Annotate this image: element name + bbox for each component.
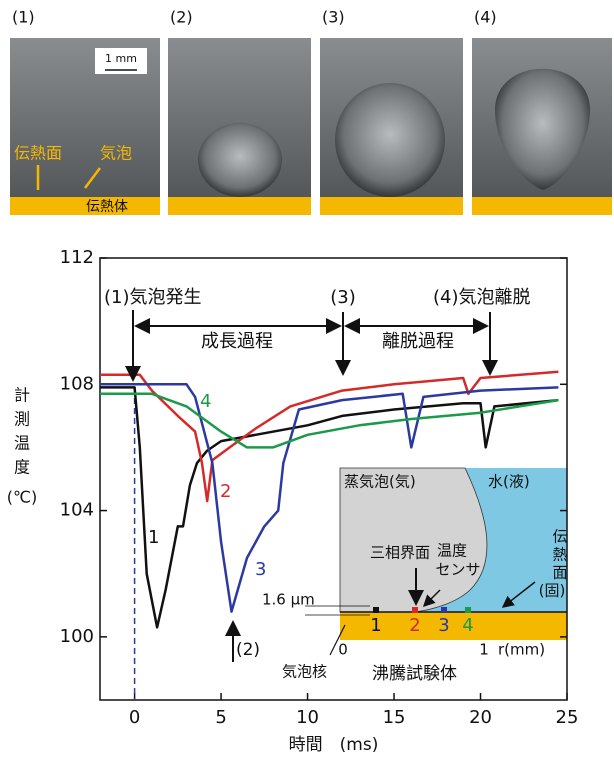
x-tick-label: 25 bbox=[556, 707, 579, 728]
page: {"photos": {"labels": ["(1)", "(2)", "(3… bbox=[0, 0, 614, 760]
sensor bbox=[373, 607, 379, 613]
inset-label: 1 bbox=[479, 641, 489, 659]
y-tick-label: 100 bbox=[60, 626, 94, 647]
photo-panels bbox=[10, 38, 612, 215]
series-label: 3 bbox=[255, 559, 266, 580]
inset-label: 伝 bbox=[552, 528, 567, 546]
inset-label: 三相界面 bbox=[370, 544, 430, 562]
x-tick-label: 20 bbox=[469, 707, 492, 728]
sensor-label: 3 bbox=[438, 615, 449, 636]
inset-label: 気泡核 bbox=[282, 663, 327, 681]
x-tick-label: 15 bbox=[383, 707, 406, 728]
scale-label: 1 mm bbox=[105, 52, 137, 65]
inset-label: 沸騰試験体 bbox=[372, 664, 457, 684]
y-axis-label: 温 bbox=[14, 434, 30, 453]
heat-body bbox=[10, 197, 160, 215]
photo-label: (1) bbox=[12, 8, 35, 27]
inset-label: 面 bbox=[552, 564, 567, 582]
x-tick-label: 5 bbox=[215, 707, 226, 728]
annotation: (1)気泡発生 bbox=[104, 287, 202, 308]
sensor-label: 2 bbox=[409, 615, 420, 636]
annotation: 成長過程 bbox=[201, 331, 273, 352]
photo-annotation: 気泡 bbox=[100, 144, 132, 163]
y-tick-label: 108 bbox=[60, 373, 94, 394]
photo-label: (2) bbox=[170, 8, 193, 27]
heat-body bbox=[168, 197, 311, 215]
inset-label: 熱 bbox=[552, 546, 567, 564]
x-tick-label: 0 bbox=[129, 707, 140, 728]
inset-label: 水(液) bbox=[488, 473, 530, 491]
heat-body bbox=[472, 197, 612, 215]
inset-label: 蒸気泡(気) bbox=[344, 473, 416, 491]
y-axis-label: 測 bbox=[14, 410, 30, 429]
figure: (1)(2)(3)(4)1 mm伝熱面気泡伝熱体1001041081120510… bbox=[0, 0, 614, 760]
inset-label: 1.6 μm bbox=[262, 591, 315, 609]
y-axis-label: (℃) bbox=[7, 488, 37, 507]
series-label: 4 bbox=[200, 391, 211, 412]
inset-label: センサ bbox=[435, 561, 480, 579]
inset-label: 0 bbox=[338, 641, 348, 659]
series-label: 2 bbox=[220, 481, 231, 502]
y-tick-label: 104 bbox=[60, 500, 94, 521]
bubble bbox=[198, 123, 282, 197]
inset-label: r(mm) bbox=[498, 641, 545, 659]
photo-annotation: 伝熱体 bbox=[86, 199, 128, 215]
y-tick-label: 112 bbox=[60, 247, 94, 268]
sensor-label: 1 bbox=[370, 615, 381, 636]
bubble bbox=[335, 83, 445, 197]
photo-label: (3) bbox=[322, 8, 345, 27]
inset-label: (固) bbox=[539, 582, 566, 600]
inset-label: 温度 bbox=[437, 542, 467, 560]
annotation: (3) bbox=[330, 287, 356, 308]
sensor-label: 4 bbox=[462, 615, 473, 636]
y-axis-label: 度 bbox=[14, 458, 30, 477]
photo-annotation: 伝熱面 bbox=[14, 144, 62, 163]
x-axis-label: 時間 (ms) bbox=[289, 735, 379, 755]
annotation: (4)気泡離脱 bbox=[433, 287, 531, 308]
photo-label: (4) bbox=[474, 8, 497, 27]
heat-body bbox=[320, 197, 463, 215]
annotation: 離脱過程 bbox=[382, 331, 454, 352]
y-axis-label: 計 bbox=[14, 386, 30, 405]
sensor bbox=[412, 607, 418, 613]
annotation: (2) bbox=[236, 640, 260, 660]
sensor bbox=[441, 607, 447, 613]
series-label: 1 bbox=[148, 527, 159, 548]
sensor bbox=[465, 607, 471, 613]
x-tick-label: 10 bbox=[296, 707, 319, 728]
